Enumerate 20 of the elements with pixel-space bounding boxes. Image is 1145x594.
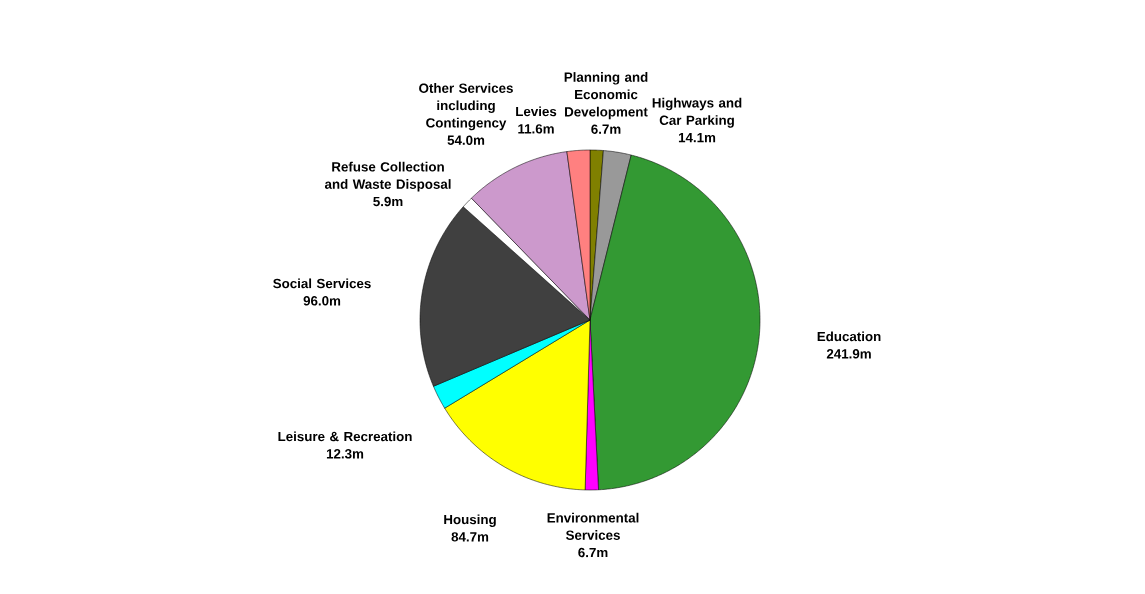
slice-label: Education xyxy=(817,331,881,342)
slice-label: Highways and Car Parking xyxy=(652,97,742,128)
data-label: 14.1m xyxy=(678,132,716,143)
slice-label: Housing xyxy=(444,514,496,527)
data-label: 84.7m xyxy=(451,532,489,542)
data-label: 54.0m xyxy=(447,135,485,145)
data-label: 12.3m xyxy=(326,449,364,459)
data-label: 11.6m xyxy=(518,124,554,134)
slice-label: Environmental Services xyxy=(547,512,639,540)
slice-label: Other Services including Contingency xyxy=(419,83,513,131)
slice-label: Leisure & Recreation xyxy=(278,431,412,442)
data-label: 241.9m xyxy=(826,349,871,359)
data-label: 6.7m xyxy=(578,547,608,558)
slice-label: Refuse Collection and Waste Disposal xyxy=(324,161,451,192)
data-label: 5.9m xyxy=(373,196,403,207)
slice-label: Levies xyxy=(516,106,557,117)
data-label: 6.7m xyxy=(591,124,621,134)
slice-label: Social Services xyxy=(273,278,371,289)
slice-label: Planning and Economic Development xyxy=(564,72,648,120)
data-label: 96.0m xyxy=(303,296,341,306)
